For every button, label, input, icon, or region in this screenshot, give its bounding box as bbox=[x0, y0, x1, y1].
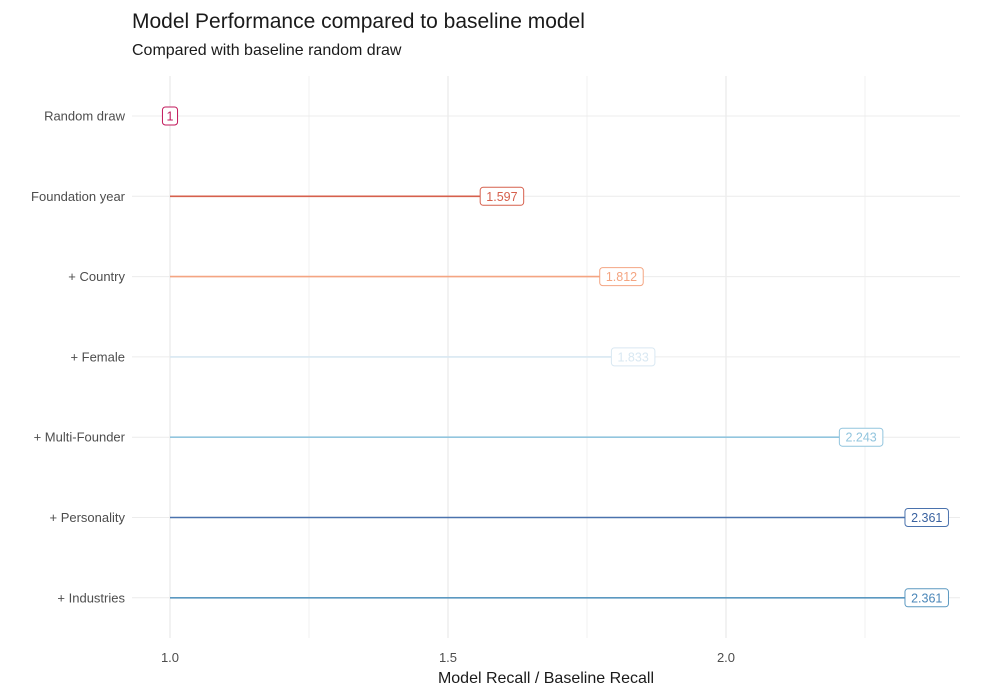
y-category-label: + Personality bbox=[49, 510, 125, 525]
value-label: 2.361 bbox=[904, 508, 949, 527]
y-category-label: + Multi-Founder bbox=[34, 430, 126, 445]
x-axis-title: Model Recall / Baseline Recall bbox=[438, 670, 654, 687]
x-tick-label: 1.0 bbox=[161, 650, 179, 665]
value-label-box bbox=[599, 267, 644, 287]
value-label-text: 1.597 bbox=[486, 190, 517, 204]
y-category-label: + Country bbox=[68, 269, 125, 284]
y-category-label: Foundation year bbox=[31, 189, 126, 204]
x-tick-label: 1.5 bbox=[439, 650, 457, 665]
value-label-box bbox=[904, 508, 949, 527]
x-axis-ticks: 1.0 1.5 2.0 bbox=[161, 650, 735, 665]
value-label: 1.833 bbox=[610, 347, 656, 367]
value-label-box bbox=[161, 106, 179, 126]
value-label-box bbox=[479, 186, 525, 206]
value-label-text: 2.243 bbox=[845, 431, 876, 445]
value-label-text: 2.361 bbox=[911, 511, 942, 525]
y-category-label: + Female bbox=[70, 349, 125, 364]
chart-title: Model Performance compared to baseline m… bbox=[132, 10, 585, 33]
value-label: 1.597 bbox=[479, 186, 525, 206]
y-axis-labels: Random draw Foundation year + Country + Fem… bbox=[31, 109, 126, 606]
value-label-box bbox=[838, 427, 884, 447]
y-category-label: Random draw bbox=[44, 109, 126, 124]
value-labels: 1 1.597 1.812 1.833 2.243 2.361 2.361 bbox=[161, 106, 949, 608]
value-label: 1 bbox=[161, 106, 179, 126]
y-category-label: + Industries bbox=[57, 590, 125, 605]
value-label-text: 1.812 bbox=[606, 270, 637, 284]
chart-subtitle: Compared with baseline random draw bbox=[132, 42, 402, 59]
value-label-text: 1.833 bbox=[618, 350, 649, 364]
value-label: 1.812 bbox=[599, 267, 644, 287]
value-label: 2.361 bbox=[904, 588, 949, 608]
value-label: 2.243 bbox=[838, 427, 884, 447]
value-label-text: 2.361 bbox=[911, 591, 942, 605]
x-tick-label: 2.0 bbox=[717, 650, 735, 665]
lollipop-segments bbox=[170, 195, 927, 599]
value-label-box bbox=[610, 347, 656, 367]
value-label-text: 1 bbox=[167, 110, 174, 124]
value-label-box bbox=[904, 588, 949, 608]
